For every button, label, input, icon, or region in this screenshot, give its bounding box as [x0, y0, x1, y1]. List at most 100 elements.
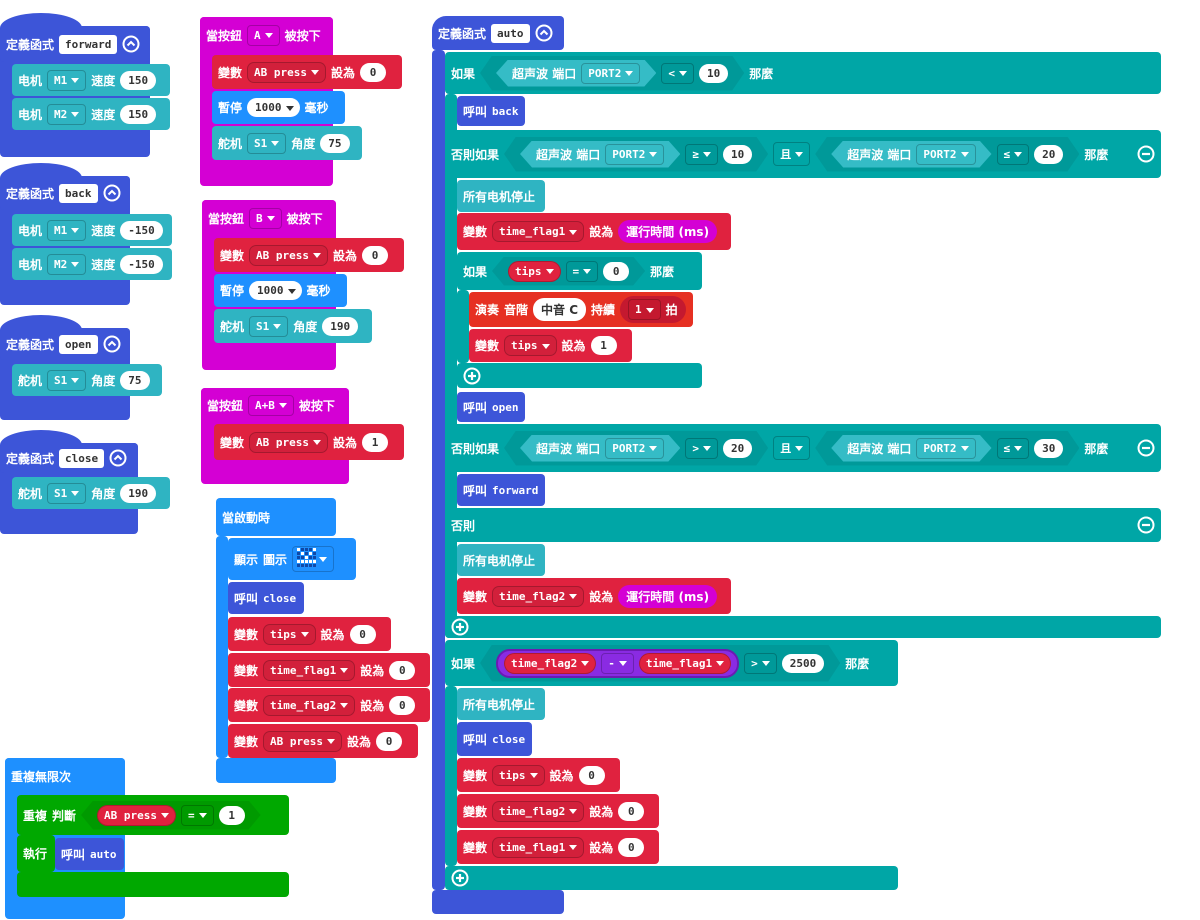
number-input[interactable]: 150: [120, 104, 157, 124]
number-input[interactable]: 20: [723, 439, 752, 458]
block[interactable]: 呼叫 close: [228, 582, 304, 614]
block[interactable]: 呼叫 open: [457, 392, 525, 422]
block[interactable]: 變數 time_flag1 設為 0: [457, 830, 659, 864]
number-input[interactable]: 190: [120, 483, 157, 503]
number-input[interactable]: 1: [590, 336, 617, 355]
add-button[interactable]: [451, 618, 469, 636]
dropdown[interactable]: 且: [773, 142, 811, 166]
variable-dropdown[interactable]: time_flag2: [492, 585, 585, 607]
block[interactable]: 變數 AB press 設為 0: [214, 238, 404, 272]
block[interactable]: 變數 time_flag2 設為 運行時間 (ms): [457, 578, 731, 614]
block[interactable]: 變數 tips 設為 0: [457, 758, 620, 792]
block[interactable]: 暫停 1000 毫秒: [214, 274, 347, 307]
number-input[interactable]: 0: [578, 765, 605, 785]
number-input[interactable]: 0: [618, 801, 645, 821]
block[interactable]: 呼叫 auto: [55, 838, 124, 870]
dropdown[interactable]: 1000: [249, 281, 302, 300]
block[interactable]: 电机 M1 速度 150: [12, 64, 170, 96]
number-input[interactable]: 0: [360, 62, 387, 82]
block[interactable]: 變數 time_flag1 設為 0: [228, 653, 430, 687]
block[interactable]: 呼叫 close: [457, 722, 532, 756]
block[interactable]: 定義函式 back: [0, 176, 130, 210]
dropdown[interactable]: -: [601, 653, 634, 674]
block[interactable]: 如果 time_flag2- time_flag1 >2500 那麼: [445, 640, 898, 686]
block[interactable]: 變數 tips 設為 1: [469, 329, 632, 362]
variable-dropdown[interactable]: AB press: [249, 431, 328, 453]
block[interactable]: 电机 M2 速度 -150: [12, 248, 172, 280]
number-input[interactable]: 2500: [782, 654, 825, 673]
dropdown[interactable]: S1: [47, 369, 87, 391]
number-input[interactable]: 0: [603, 262, 629, 281]
block[interactable]: 變數 tips 設為 0: [228, 617, 391, 651]
variable-dropdown[interactable]: time_flag1: [639, 653, 731, 674]
variable-dropdown[interactable]: time_flag1: [492, 836, 585, 858]
variable-dropdown[interactable]: AB press: [263, 730, 342, 752]
number-input[interactable]: -150: [120, 254, 163, 274]
block[interactable]: 舵机 S1 角度 190: [12, 477, 170, 509]
block[interactable]: 變數 time_flag2 設為 0: [228, 688, 430, 722]
block[interactable]: 所有电机停止: [457, 688, 545, 720]
block[interactable]: 當按鈕 A 被按下: [200, 17, 333, 53]
block[interactable]: 舵机 S1 角度 75: [212, 126, 362, 160]
dropdown[interactable]: PORT2: [605, 144, 664, 165]
block[interactable]: 定義函式 open: [0, 328, 130, 360]
remove-button[interactable]: [1137, 439, 1155, 457]
block[interactable]: 重複無限次: [5, 758, 125, 794]
dropdown[interactable]: M1: [47, 219, 87, 241]
block[interactable]: 呼叫 back: [457, 96, 525, 126]
number-input[interactable]: 0: [389, 660, 416, 680]
dropdown[interactable]: PORT2: [605, 438, 664, 459]
block[interactable]: 否則如果 超声波 端口 PORT2 >20 且 超声波 端口 PORT2 ≤30 那麼: [445, 424, 1161, 472]
block[interactable]: 舵机 S1 角度 190: [214, 309, 372, 343]
number-input[interactable]: 75: [120, 370, 150, 390]
number-input[interactable]: 1: [219, 806, 245, 825]
number-input[interactable]: 75: [320, 133, 350, 153]
dropdown[interactable]: ≥: [685, 144, 718, 165]
dropdown[interactable]: >: [744, 653, 777, 674]
block[interactable]: 變數 time_flag1 設為 運行時間 (ms): [457, 213, 731, 250]
number-input[interactable]: 0: [349, 624, 376, 644]
remove-button[interactable]: [1137, 516, 1155, 534]
number-input[interactable]: 10: [723, 145, 752, 164]
dropdown[interactable]: ≤: [997, 144, 1030, 165]
dropdown[interactable]: PORT2: [581, 63, 640, 84]
variable-dropdown[interactable]: tips: [504, 335, 557, 356]
variable-dropdown[interactable]: time_flag2: [492, 800, 585, 822]
dropdown[interactable]: A: [247, 24, 280, 46]
block[interactable]: 否則: [445, 508, 1161, 542]
block[interactable]: 暫停 1000 毫秒: [212, 91, 345, 124]
number-input[interactable]: 10: [699, 64, 728, 83]
block[interactable]: 定義函式 auto: [432, 16, 564, 50]
block[interactable]: 顯示 圖示: [228, 538, 356, 580]
block[interactable]: 變數 AB press 設為 1: [214, 424, 404, 460]
block[interactable]: 當按鈕 B 被按下: [202, 200, 336, 236]
dropdown[interactable]: PORT2: [916, 144, 975, 165]
remove-button[interactable]: [1137, 145, 1155, 163]
dropdown[interactable]: 1000: [247, 98, 300, 117]
block[interactable]: 變數 AB press 設為 0: [212, 55, 402, 89]
block[interactable]: 定義函式 forward: [0, 26, 150, 62]
block[interactable]: 如果 超声波 端口 PORT2 <10 那麼: [445, 52, 1161, 94]
number-input[interactable]: 0: [376, 731, 403, 751]
number-input[interactable]: 190: [322, 316, 359, 336]
block[interactable]: 电机 M2 速度 150: [12, 98, 170, 130]
variable-dropdown[interactable]: tips: [508, 261, 561, 282]
number-input[interactable]: 30: [1034, 439, 1063, 458]
number-input[interactable]: -150: [120, 220, 163, 240]
dropdown[interactable]: B: [249, 207, 282, 229]
block[interactable]: 舵机 S1 角度 75: [12, 364, 162, 396]
variable-dropdown[interactable]: tips: [492, 764, 545, 786]
dropdown[interactable]: <: [661, 63, 694, 84]
variable-dropdown[interactable]: tips: [263, 623, 316, 645]
dropdown[interactable]: ≤: [997, 438, 1030, 459]
block[interactable]: 所有电机停止: [457, 180, 545, 212]
number-input[interactable]: 0: [618, 837, 645, 857]
dropdown[interactable]: M1: [47, 69, 87, 91]
variable-dropdown[interactable]: AB press: [247, 61, 326, 83]
number-input[interactable]: 0: [362, 245, 389, 265]
block[interactable]: 定義函式 close: [0, 443, 138, 473]
block[interactable]: 當按鈕 A+B 被按下: [201, 388, 349, 422]
block[interactable]: 變數 time_flag2 設為 0: [457, 794, 659, 828]
dropdown[interactable]: >: [685, 438, 718, 459]
add-button[interactable]: [451, 869, 469, 887]
